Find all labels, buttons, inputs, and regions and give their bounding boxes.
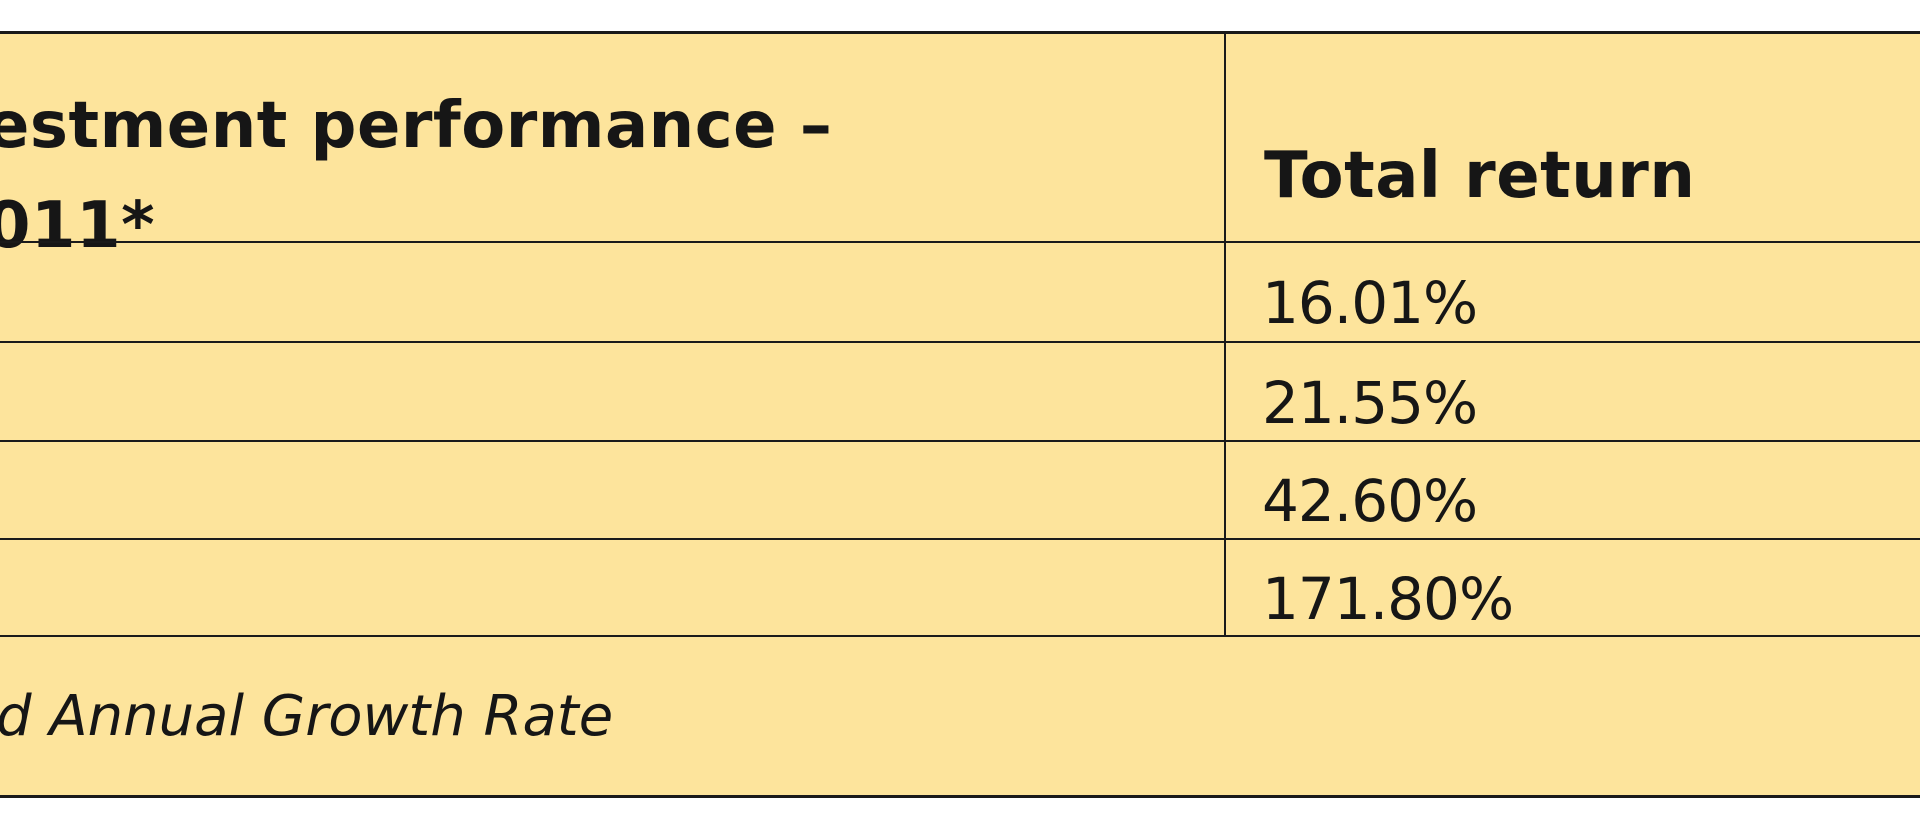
header-cell: Total return (1264, 139, 1696, 213)
value-cell: 21.55% (1262, 369, 1478, 437)
header-line: estment performance – (0, 89, 833, 163)
row-divider (0, 440, 1920, 442)
column-divider (1224, 34, 1226, 637)
row-divider (0, 241, 1920, 243)
header-line: 011* (0, 189, 156, 263)
footnote: d Annual Growth Rate (0, 684, 614, 749)
value-cell: 171.80% (1262, 565, 1514, 633)
performance-table: estment performance – 011* Total return … (0, 31, 1920, 798)
value-cell: 42.60% (1262, 467, 1478, 535)
value-cell: 16.01% (1262, 269, 1478, 337)
row-divider (0, 341, 1920, 343)
row-divider (0, 635, 1920, 637)
row-divider (0, 538, 1920, 540)
